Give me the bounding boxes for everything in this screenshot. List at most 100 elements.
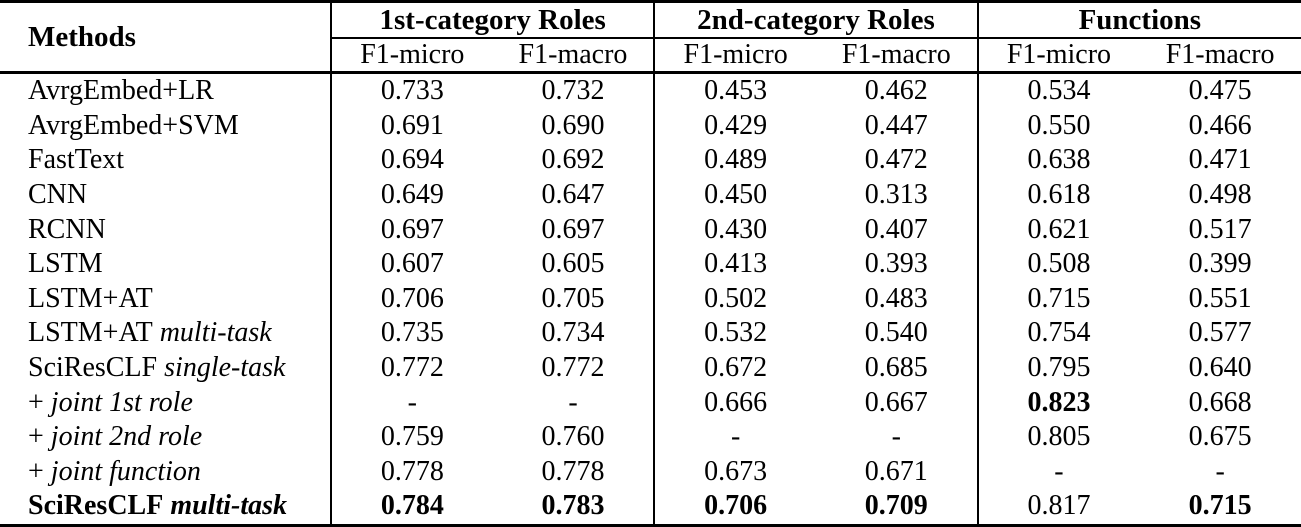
method-name-italic: joint 1st role: [43, 386, 193, 418]
value-cell: 0.393: [864, 248, 928, 280]
table-row: FastText 0.694 0.692 0.489 0.472 0.638 0.471: [0, 143, 1301, 178]
table-row: AvrgEmbed+SVM 0.691 0.690 0.429 0.447 0.550 0.…: [0, 108, 1301, 144]
col-header-f1-macro-group3: F1-macro: [1139, 38, 1301, 74]
method-name: AvrgEmbed+LR: [28, 75, 214, 107]
value-cell: 0.732: [541, 75, 605, 107]
value-cell: 0.672: [653, 350, 816, 386]
value-cell: 0.647: [541, 179, 605, 211]
value-cell: 0.778: [541, 455, 605, 487]
col-group-functions: Functions: [976, 1, 1301, 39]
method-name: RCNN: [28, 213, 106, 245]
value-cell: 0.540: [864, 317, 928, 349]
method-cell: SciResCLF single-task: [0, 351, 331, 386]
value-cell: 0.447: [864, 109, 928, 141]
value-cell: 0.471: [1188, 144, 1252, 176]
value-cell: 0.550: [976, 108, 1140, 144]
method-cell: + joint function: [0, 455, 331, 490]
col-group-2nd-category-roles: 2nd-category Roles: [653, 1, 978, 39]
value-cell: 0.618: [976, 177, 1140, 213]
value-cell: 0.649: [330, 177, 493, 213]
value-cell: 0.640: [1188, 352, 1252, 384]
method-name: CNN: [28, 179, 88, 211]
subheader-row: F1-micro F1-macro F1-micro F1-macro F1-m…: [0, 38, 1301, 74]
value-cell: -: [976, 454, 1140, 490]
value-cell: 0.399: [1188, 248, 1252, 280]
value-cell: 0.466: [1188, 109, 1252, 141]
value-cell: 0.532: [653, 316, 816, 351]
value-cell: 0.734: [541, 317, 605, 349]
col-header-methods: Methods: [0, 1, 331, 74]
method-cell: AvrgEmbed+SVM: [0, 109, 331, 144]
value-cell: 0.502: [653, 281, 816, 317]
value-cell: 0.760: [541, 421, 605, 453]
value-cell: 0.759: [330, 419, 493, 455]
value-cell: 0.783: [541, 490, 605, 522]
method-name-italic: joint function: [43, 455, 201, 487]
table-row: + joint function 0.778 0.778 0.673 0.671- -: [0, 454, 1301, 490]
table-row: AvrgEmbed+LR 0.733 0.732 0.453 0.462 0.534 0.4…: [0, 72, 1301, 109]
value-cell: 0.638: [976, 143, 1140, 178]
method-name: SciResCLF: [28, 490, 164, 522]
value-cell: 0.483: [864, 282, 928, 314]
value-cell: 0.715: [1188, 490, 1252, 522]
value-cell: 0.413: [653, 246, 816, 282]
method-name: LSTM+AT: [28, 317, 153, 349]
table-row: + joint 2nd role 0.759 0.760- -0.805 0.675: [0, 419, 1301, 455]
value-cell: 0.733: [330, 72, 493, 109]
method-name: LSTM: [28, 248, 103, 280]
method-cell: + joint 2nd role: [0, 420, 331, 455]
value-cell: 0.671: [864, 455, 928, 487]
value-cell: 0.778: [330, 454, 493, 490]
value-cell: 0.668: [1188, 386, 1252, 418]
value-cell: -: [330, 385, 493, 420]
value-cell: 0.453: [653, 72, 816, 109]
value-cell: 0.694: [330, 143, 493, 178]
value-cell: 0.706: [330, 281, 493, 317]
method-name-italic: multi-task: [152, 317, 272, 349]
method-cell: FastText: [0, 143, 331, 178]
value-cell: 0.407: [864, 213, 928, 245]
col-header-f1-macro-group1: F1-macro: [492, 38, 655, 74]
value-cell: 0.534: [976, 72, 1140, 109]
value-cell: 0.692: [541, 144, 605, 176]
value-cell: 0.697: [541, 213, 605, 245]
table-row: LSTM 0.607 0.605 0.413 0.393 0.508 0.399: [0, 246, 1301, 282]
col-header-f1-micro-group3: F1-micro: [976, 38, 1140, 74]
value-cell: 0.313: [864, 179, 928, 211]
method-name: +: [28, 386, 44, 418]
value-cell: 0.673: [653, 454, 816, 490]
value-cell: 0.735: [330, 316, 493, 351]
table-row: LSTM+AT multi-task 0.735 0.734 0.532 0.540 0.…: [0, 316, 1301, 351]
table-row: + joint 1st role - -0.666 0.667 0.823 0.668: [0, 385, 1301, 420]
value-cell: 0.705: [541, 282, 605, 314]
value-cell: 0.784: [330, 489, 493, 526]
method-cell: AvrgEmbed+LR: [0, 73, 331, 109]
value-cell: 0.823: [976, 385, 1140, 420]
method-name: +: [28, 421, 44, 453]
value-cell: 0.675: [1188, 421, 1252, 453]
value-cell: 0.607: [330, 246, 493, 282]
value-cell: 0.450: [653, 177, 816, 213]
results-table-header: Methods 1st-category Roles 2nd-category …: [0, 1, 1301, 74]
col-header-f1-macro-group2: F1-macro: [815, 38, 978, 74]
method-cell: RCNN: [0, 212, 331, 247]
method-cell: LSTM+AT: [0, 282, 331, 317]
value-cell: 0.697: [330, 212, 493, 247]
value-cell: -: [1215, 455, 1225, 487]
value-cell: 0.430: [653, 212, 816, 247]
value-cell: 0.472: [864, 144, 928, 176]
value-cell: 0.667: [864, 386, 928, 418]
value-cell: 0.805: [976, 419, 1140, 455]
table-row: SciResCLF single-task 0.772 0.772 0.672 0.68…: [0, 350, 1301, 386]
value-cell: 0.475: [1188, 75, 1252, 107]
method-cell: CNN: [0, 178, 331, 213]
value-cell: 0.551: [1188, 282, 1252, 314]
value-cell: -: [568, 386, 578, 418]
method-name: SciResCLF: [28, 352, 158, 384]
method-name-italic: joint 2nd role: [43, 421, 203, 453]
method-name-italic: multi-task: [163, 490, 288, 522]
table-row: LSTM+AT 0.706 0.705 0.502 0.483 0.715 0.551: [0, 281, 1301, 317]
table-row: RCNN 0.697 0.697 0.430 0.407 0.621 0.517: [0, 212, 1301, 247]
table-row: CNN 0.649 0.647 0.450 0.313 0.618 0.498: [0, 177, 1301, 213]
